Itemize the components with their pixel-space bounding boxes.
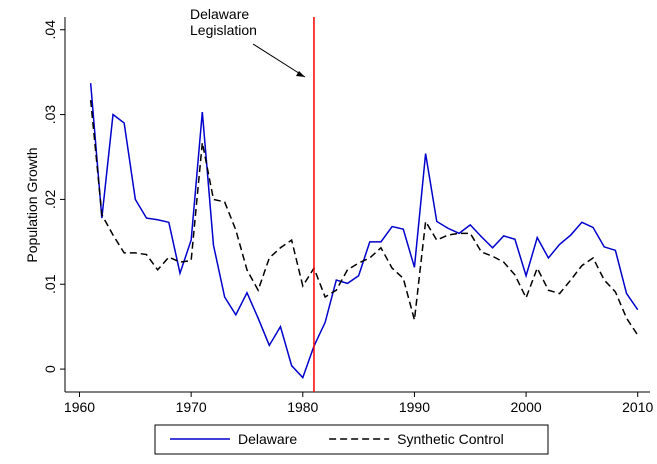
x-tick-label: 1980: [287, 399, 318, 415]
series-line: [89, 100, 639, 336]
x-tick-label: 2010: [622, 399, 653, 415]
series-line: [89, 83, 639, 379]
y-tick-label: .03: [42, 105, 58, 125]
arrow-head: [296, 71, 305, 77]
y-tick-label: .02: [42, 189, 58, 209]
annotation-arrow: [252, 43, 306, 78]
annotation-line: Legislation: [190, 22, 257, 38]
x-tick-label: 1970: [176, 399, 207, 415]
x-tick-label: 1990: [399, 399, 430, 415]
y-axis-title: Population Growth: [24, 147, 40, 262]
legend: Delaware Synthetic Control: [154, 424, 549, 455]
y-tick-label: .04: [42, 20, 58, 40]
annotation-line: Delaware: [190, 6, 249, 22]
y-tick-label: 0: [42, 365, 58, 373]
legend-label: Delaware: [238, 431, 297, 447]
x-tick-label: 1960: [64, 399, 95, 415]
y-tick-label: .01: [42, 274, 58, 294]
legend-label: Synthetic Control: [397, 431, 504, 447]
x-tick-label: 2000: [511, 399, 542, 415]
